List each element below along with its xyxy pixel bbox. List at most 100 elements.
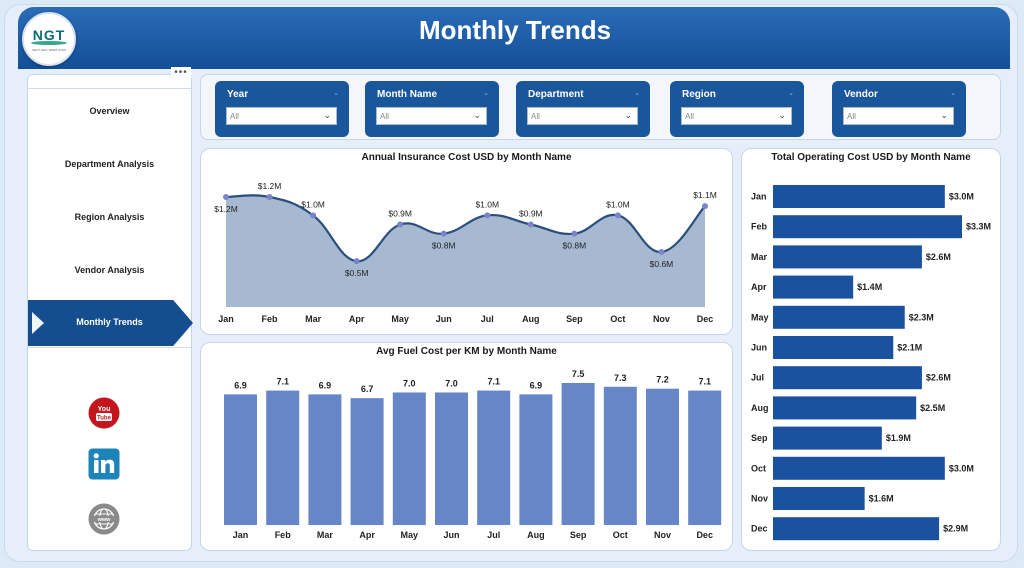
bar[interactable] <box>773 487 865 510</box>
bar[interactable] <box>773 215 962 239</box>
data-point[interactable] <box>702 203 708 210</box>
bar[interactable] <box>773 245 922 269</box>
divider <box>28 347 191 348</box>
data-point[interactable] <box>266 194 273 200</box>
region-slicer[interactable]: Region ⌄ All ⌄ <box>670 81 804 137</box>
nav-item-region-analysis[interactable]: Region Analysis <box>74 212 145 222</box>
nav-item-label: Monthly Trends <box>76 317 143 327</box>
bar[interactable] <box>773 396 917 420</box>
year-slicer[interactable]: Year ⌄ All ⌄ <box>215 81 349 137</box>
linkedin-icon[interactable] <box>88 448 120 480</box>
data-label: $0.8M <box>563 241 587 251</box>
svg-text:You: You <box>98 406 111 413</box>
x-tick-label: Jul <box>481 314 494 324</box>
data-label: $1.2M <box>214 204 238 214</box>
data-label: $0.9M <box>519 209 543 219</box>
x-tick-label: Feb <box>275 530 292 540</box>
insurance-area-chart: $1.2M Jan $1.2M Feb $1.0M Mar $0.5M Apr $0.9M May… <box>214 181 717 324</box>
slicer-label: Month Name <box>377 89 437 100</box>
bar[interactable] <box>688 390 722 525</box>
bar[interactable] <box>266 390 300 525</box>
bar[interactable] <box>773 456 945 480</box>
nav-item-department-analysis[interactable]: Department Analysis <box>64 159 155 169</box>
bar[interactable] <box>477 390 511 525</box>
bar[interactable] <box>773 426 882 450</box>
x-tick-label: Nov <box>654 530 671 540</box>
bar[interactable] <box>308 394 342 525</box>
data-label: $2.5M <box>920 403 945 413</box>
data-point[interactable] <box>658 249 665 255</box>
nav-item-monthly-trends[interactable]: Monthly Trends <box>28 300 193 346</box>
x-tick-label: Jan <box>233 530 249 540</box>
y-tick-label: Jun <box>751 343 767 353</box>
data-label: $1.0M <box>606 199 630 209</box>
chevron-down-icon: ⌄ <box>323 110 331 120</box>
x-tick-label: Jun <box>436 314 452 324</box>
bar[interactable] <box>603 386 637 525</box>
data-point[interactable] <box>353 258 360 265</box>
bar[interactable] <box>392 392 426 525</box>
nav-item-overview[interactable]: Overview <box>89 106 130 116</box>
data-label: 7.0 <box>403 378 416 388</box>
more-options-icon[interactable]: ••• <box>171 67 191 81</box>
website-icon[interactable]: www <box>88 503 120 535</box>
vendor-dropdown[interactable]: All ⌄ <box>843 107 954 125</box>
data-label: $1.6M <box>869 494 894 504</box>
department-slicer[interactable]: Department ⌄ All ⌄ <box>516 81 650 137</box>
bar[interactable] <box>561 383 595 525</box>
bar[interactable] <box>773 305 905 329</box>
bar[interactable] <box>773 185 945 208</box>
x-tick-label: Mar <box>317 530 334 540</box>
bar[interactable] <box>519 394 553 525</box>
data-label: 6.9 <box>530 380 543 390</box>
data-point[interactable] <box>614 212 621 219</box>
data-label: $0.9M <box>388 209 412 219</box>
svg-text:Tube: Tube <box>97 416 112 422</box>
slicer-label: Region <box>682 89 716 100</box>
bar[interactable] <box>773 336 894 359</box>
data-label: $0.8M <box>432 241 456 251</box>
data-label: $0.5M <box>345 268 369 278</box>
data-label: $0.6M <box>650 259 674 269</box>
data-point[interactable] <box>571 230 578 237</box>
data-label: $2.6M <box>926 252 951 262</box>
fuel-cost-card: Avg Fuel Cost per KM by Month Name 6.9 Ja… <box>200 342 733 551</box>
data-point[interactable] <box>440 230 447 237</box>
bar[interactable] <box>646 388 679 525</box>
data-label: 7.1 <box>487 377 500 387</box>
dropdown-value: All <box>685 112 694 121</box>
month-name-dropdown[interactable]: All ⌄ <box>376 107 487 125</box>
chart-title: Annual Insurance Cost USD by Month Name <box>361 152 572 163</box>
data-point[interactable] <box>397 221 404 228</box>
data-label: $2.6M <box>926 373 951 383</box>
vendor-slicer[interactable]: Vendor ⌄ All ⌄ <box>832 81 966 137</box>
nav-item-vendor-analysis[interactable]: Vendor Analysis <box>74 265 145 275</box>
bar[interactable] <box>773 517 940 541</box>
bar[interactable] <box>435 392 468 525</box>
bar[interactable] <box>350 398 384 525</box>
chevron-down-icon: ⌄ <box>333 90 339 97</box>
slicer-label: Year <box>227 89 249 100</box>
data-label: $2.1M <box>897 343 922 353</box>
chevron-down-icon: ⌄ <box>473 110 481 120</box>
data-point[interactable] <box>527 221 534 228</box>
data-label: 6.9 <box>319 380 332 390</box>
data-point[interactable] <box>310 212 317 219</box>
region-dropdown[interactable]: All ⌄ <box>681 107 792 125</box>
data-point[interactable] <box>484 212 491 219</box>
data-label: 7.5 <box>572 369 585 379</box>
x-tick-label: Apr <box>349 314 365 324</box>
department-dropdown[interactable]: All ⌄ <box>527 107 638 125</box>
chart-title: Avg Fuel Cost per KM by Month Name <box>376 346 557 357</box>
y-tick-label: Sep <box>751 433 768 443</box>
bar[interactable] <box>773 366 922 390</box>
bar[interactable] <box>773 275 854 299</box>
data-label: $1.4M <box>857 282 882 292</box>
data-label: $3.0M <box>949 192 974 202</box>
x-tick-label: Dec <box>697 314 714 324</box>
month-name-slicer[interactable]: Month Name ⌄ All ⌄ <box>365 81 499 137</box>
data-point[interactable] <box>223 194 229 200</box>
youtube-icon[interactable]: You Tube <box>88 397 120 429</box>
bar[interactable] <box>224 394 257 525</box>
year-dropdown[interactable]: All ⌄ <box>226 107 337 125</box>
